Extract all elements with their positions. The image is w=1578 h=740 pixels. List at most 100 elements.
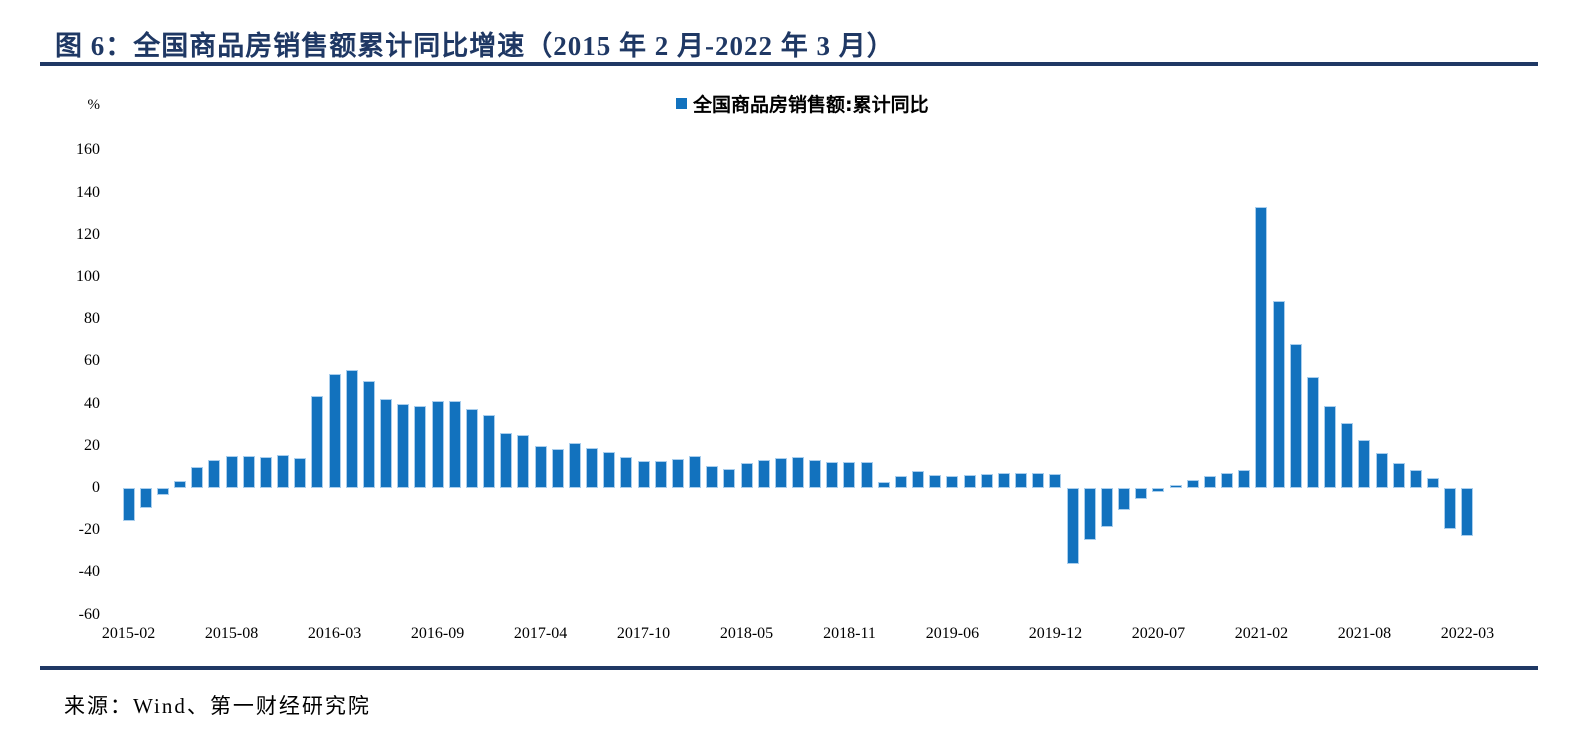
- bar: [345, 370, 358, 488]
- bar: [122, 488, 135, 522]
- bar: [431, 400, 444, 488]
- x-tick-label: 2019-12: [1028, 625, 1083, 642]
- bar: [1100, 488, 1113, 528]
- bar: [980, 473, 993, 488]
- bar: [809, 459, 822, 488]
- bar: [1358, 439, 1371, 488]
- y-tick-label: 40: [84, 394, 100, 412]
- bar: [706, 466, 719, 488]
- x-tick-label: 2020-07: [1131, 625, 1186, 642]
- bar: [997, 473, 1010, 488]
- bar: [534, 445, 547, 488]
- bar: [208, 459, 221, 488]
- bar: [1341, 423, 1354, 488]
- bar: [637, 461, 650, 488]
- y-axis-unit-label: %: [87, 97, 101, 113]
- bar: [1427, 477, 1440, 488]
- legend-series-label: 全国商品房销售额:累计同比: [693, 94, 929, 116]
- bar: [1203, 475, 1216, 488]
- bar: [723, 469, 736, 488]
- bar: [689, 455, 701, 488]
- bar: [294, 457, 307, 488]
- bar: [1066, 488, 1079, 564]
- bar: [1032, 472, 1045, 488]
- plot-area: 160 140 120 100 80 60 40 20 0 -20 -40 -60 2015-02 201…: [0, 80, 1578, 660]
- bar: [191, 466, 204, 488]
- bar: [139, 488, 152, 508]
- chart-area: % 全国商品房销售额:累计同比 160 140 120 100 80 60 40 20 0 -20…: [0, 80, 1578, 660]
- y-tick-label: 0: [92, 479, 100, 496]
- bar: [1444, 488, 1457, 529]
- x-tick-label: 2021-02: [1234, 625, 1289, 642]
- x-tick-label: 2015-08: [204, 625, 259, 642]
- bar: [912, 470, 925, 488]
- bar: [1375, 452, 1388, 488]
- y-tick-label: -40: [78, 563, 100, 581]
- footer-divider-rule: [40, 666, 1538, 670]
- bar: [1049, 474, 1062, 488]
- bar: [277, 455, 290, 488]
- bar: [774, 457, 787, 488]
- y-tick-label: 140: [76, 183, 100, 201]
- bar: [1255, 206, 1268, 488]
- bar: [1238, 469, 1251, 488]
- bar: [1306, 377, 1319, 488]
- bar: [1409, 470, 1422, 488]
- bar: [1461, 488, 1474, 536]
- bar: [1392, 463, 1405, 488]
- x-tick-label: 2016-03: [307, 625, 362, 642]
- y-tick-label: 120: [76, 225, 100, 243]
- bar: [1135, 488, 1148, 500]
- bar: [1324, 405, 1337, 488]
- y-tick-label: 20: [84, 436, 100, 454]
- bar: [792, 457, 804, 488]
- bar: [225, 455, 238, 488]
- title-divider-rule: [40, 62, 1538, 66]
- bar: [620, 457, 633, 488]
- bar: [654, 461, 667, 488]
- bar: [1289, 344, 1302, 488]
- bar: [1083, 488, 1096, 541]
- chart-legend: 全国商品房销售额:累计同比: [676, 90, 929, 117]
- bar: [397, 404, 410, 488]
- bar: [483, 414, 496, 488]
- legend-square-marker-icon: [676, 98, 687, 109]
- bar: [603, 451, 616, 488]
- x-tick-label: 2015-02: [101, 625, 156, 642]
- bar: [671, 459, 684, 488]
- y-tick-label: 80: [84, 310, 100, 328]
- bar: [1015, 472, 1028, 488]
- bar: [1186, 480, 1199, 488]
- bar: [380, 399, 393, 488]
- x-tick-label: 2021-08: [1337, 625, 1392, 642]
- y-tick-label: -20: [78, 521, 100, 539]
- bar: [1118, 488, 1131, 511]
- x-tick-label: 2016-09: [410, 625, 465, 642]
- bar: [568, 442, 581, 488]
- bar: [448, 401, 461, 488]
- bar: [843, 462, 856, 488]
- figure-title: 图 6：全国商品房销售额累计同比增速（2015 年 2 月-2022 年 3 月…: [55, 31, 895, 61]
- bar: [946, 476, 959, 488]
- bar: [740, 463, 753, 488]
- bar: [826, 461, 839, 488]
- bar: [311, 396, 324, 488]
- bar: [500, 433, 513, 488]
- x-tick-label: 2019-06: [925, 625, 980, 642]
- bar: [860, 462, 873, 488]
- x-tick-label: 2018-05: [719, 625, 774, 642]
- bar: [877, 482, 890, 488]
- bar: [328, 373, 341, 488]
- x-tick-label: 2018-11: [823, 625, 876, 642]
- y-tick-label: 60: [84, 352, 100, 370]
- bar: [259, 456, 272, 488]
- bar: [156, 488, 169, 495]
- bar: [586, 448, 599, 488]
- source-attribution: 来源：Wind、第一财经研究院: [64, 694, 371, 718]
- bar: [362, 381, 375, 488]
- bar: [1152, 488, 1165, 493]
- bar: [174, 481, 187, 488]
- bar: [1169, 484, 1182, 488]
- y-tick-label: -60: [78, 605, 100, 623]
